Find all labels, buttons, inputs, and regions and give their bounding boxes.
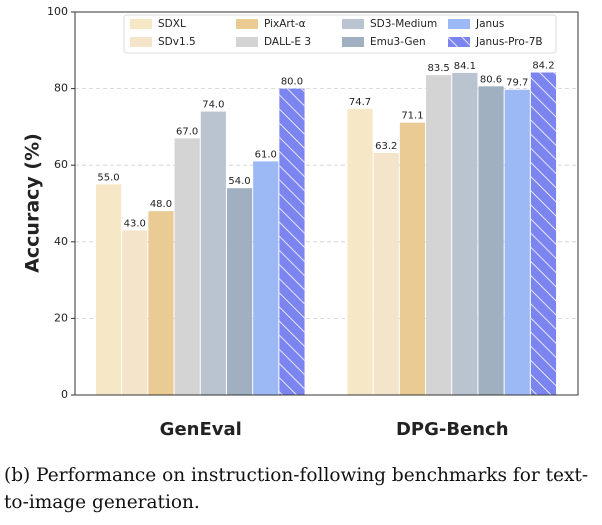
value-label: 83.5 [428, 63, 450, 74]
legend-swatch [236, 37, 258, 47]
y-tick-label: 20 [54, 311, 68, 324]
bar-hatch [530, 72, 557, 395]
legend-label: Janus-Pro-7B [475, 36, 543, 48]
value-label: 84.2 [532, 61, 554, 72]
y-axis-label: Accuracy (%) [22, 133, 44, 273]
bar [253, 161, 279, 395]
value-label: 79.7 [506, 78, 528, 89]
chart: Accuracy (%) 0 20 40 60 80 100 GenEval 55.0 43.0… [22, 5, 579, 440]
bar [122, 230, 148, 395]
x-tick-label: DPG-Bench [396, 419, 509, 440]
value-label: 43.0 [124, 218, 146, 229]
plot-frame [74, 11, 579, 396]
bar [452, 72, 478, 395]
legend-label: SD3-Medium [370, 18, 437, 30]
y-tick-label: 0 [61, 388, 68, 401]
legend-label: DALL-E 3 [264, 36, 311, 48]
bar [200, 111, 226, 395]
legend-label: PixArt-α [264, 18, 306, 30]
y-tick-label: 100 [47, 5, 68, 18]
legend: SDXL SDv1.5 PixArt-α DALL-E 3 SD3-Medium Emu3… [123, 14, 557, 54]
legend-swatch [236, 19, 258, 29]
value-label: 61.0 [255, 149, 277, 160]
legend-swatch-hatch [448, 37, 470, 47]
bar [95, 184, 122, 395]
bar-hatch [279, 88, 305, 395]
bar [399, 122, 426, 395]
value-label: 80.0 [281, 77, 303, 88]
value-label: 55.0 [97, 172, 119, 183]
bar [148, 211, 174, 395]
bar [373, 152, 399, 395]
bar [504, 89, 530, 396]
value-label: 84.1 [454, 61, 476, 72]
value-label: 63.2 [375, 141, 397, 152]
legend-swatch [130, 19, 152, 29]
y-tick-label: 80 [54, 82, 68, 95]
value-label: 80.6 [480, 74, 502, 85]
y-tick-label: 40 [54, 235, 68, 248]
value-label: 54.0 [228, 176, 250, 187]
y-tick-label: 60 [54, 158, 68, 171]
bar [226, 188, 253, 395]
value-label: 74.7 [349, 97, 371, 108]
value-label: 71.1 [401, 111, 423, 122]
legend-label: Emu3-Gen [370, 36, 426, 48]
value-label: 67.0 [176, 126, 198, 137]
bar [347, 108, 373, 396]
legend-swatch [342, 37, 364, 47]
caption: (b) Performance on instruction-following… [4, 465, 589, 513]
legend-label: SDXL [158, 18, 186, 30]
legend-swatch [342, 19, 364, 29]
legend-label: Janus [475, 18, 504, 30]
value-label: 48.0 [150, 199, 172, 210]
bar [478, 86, 504, 395]
bar [174, 138, 200, 395]
legend-label: SDv1.5 [158, 36, 196, 48]
legend-swatch [130, 37, 152, 47]
x-tick-label: GenEval [160, 419, 242, 440]
bar [426, 75, 452, 395]
value-label: 74.0 [202, 100, 224, 111]
legend-swatch [448, 19, 470, 29]
